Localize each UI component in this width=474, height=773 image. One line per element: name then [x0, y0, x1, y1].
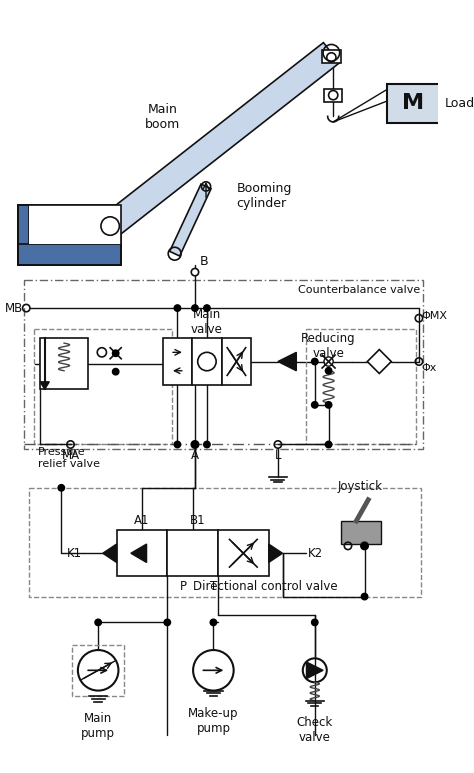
Circle shape [311, 359, 318, 365]
Circle shape [361, 543, 368, 549]
Bar [34, 329, 172, 444]
Text: A1: A1 [134, 515, 150, 527]
Bar [306, 329, 416, 444]
Text: ΦMX: ΦMX [422, 312, 447, 322]
Bar [192, 339, 222, 385]
Text: Φx: Φx [422, 363, 437, 373]
Circle shape [95, 619, 101, 625]
Text: A: A [191, 449, 199, 462]
Circle shape [311, 619, 318, 625]
Circle shape [204, 305, 210, 312]
Text: Pressure
relief valve: Pressure relief valve [38, 448, 100, 469]
Text: MB: MB [5, 301, 24, 315]
Text: Make-up
pump: Make-up pump [188, 707, 238, 735]
Bar [18, 205, 29, 265]
Circle shape [204, 441, 210, 448]
Polygon shape [269, 544, 283, 563]
Polygon shape [103, 544, 117, 563]
Text: Counterbalance valve: Counterbalance valve [298, 285, 420, 295]
Bar [73, 645, 124, 696]
Text: Main
valve: Main valve [191, 308, 223, 335]
Text: Joystick: Joystick [338, 480, 383, 493]
Text: M: M [402, 94, 424, 114]
Text: Directional control valve: Directional control valve [192, 580, 337, 593]
Bar [40, 339, 88, 389]
Circle shape [361, 594, 368, 600]
Bar [341, 521, 381, 544]
Bar [25, 281, 423, 449]
Polygon shape [170, 184, 211, 256]
Text: P: P [180, 580, 187, 593]
Circle shape [325, 441, 332, 448]
Bar [29, 205, 121, 244]
Circle shape [311, 402, 318, 408]
Circle shape [174, 441, 181, 448]
Circle shape [325, 367, 332, 374]
Bar [322, 50, 341, 63]
Circle shape [58, 485, 64, 491]
Text: B1: B1 [190, 515, 205, 527]
Circle shape [174, 305, 181, 312]
Text: T: T [210, 580, 217, 593]
Circle shape [112, 369, 119, 375]
Bar [29, 488, 421, 597]
Text: B: B [200, 255, 208, 268]
Text: Main
pump: Main pump [81, 712, 115, 740]
Bar [324, 89, 342, 101]
Text: K2: K2 [308, 547, 323, 560]
Text: L: L [274, 449, 281, 462]
Text: Check
valve: Check valve [297, 717, 333, 744]
Circle shape [191, 441, 198, 448]
Text: Booming
cylinder: Booming cylinder [237, 182, 292, 209]
Polygon shape [367, 349, 391, 373]
Circle shape [191, 305, 198, 312]
Bar [218, 530, 269, 577]
Bar [163, 339, 192, 385]
Circle shape [210, 619, 217, 625]
Bar [387, 84, 440, 123]
Bar [167, 530, 218, 577]
Circle shape [325, 402, 332, 408]
Text: MA: MA [62, 449, 80, 462]
Polygon shape [102, 43, 339, 237]
Text: Reducing
valve: Reducing valve [301, 332, 356, 360]
Text: Load: Load [445, 97, 474, 110]
Bar [117, 530, 167, 577]
Bar [18, 244, 121, 265]
Polygon shape [131, 544, 146, 563]
Circle shape [112, 350, 119, 356]
Bar [18, 205, 121, 265]
Bar [18, 205, 121, 265]
Polygon shape [40, 382, 49, 389]
Bar [222, 339, 251, 385]
Polygon shape [278, 352, 296, 371]
Text: Main
boom: Main boom [145, 104, 180, 131]
Polygon shape [307, 662, 323, 679]
Circle shape [164, 619, 171, 625]
Text: K1: K1 [66, 547, 82, 560]
